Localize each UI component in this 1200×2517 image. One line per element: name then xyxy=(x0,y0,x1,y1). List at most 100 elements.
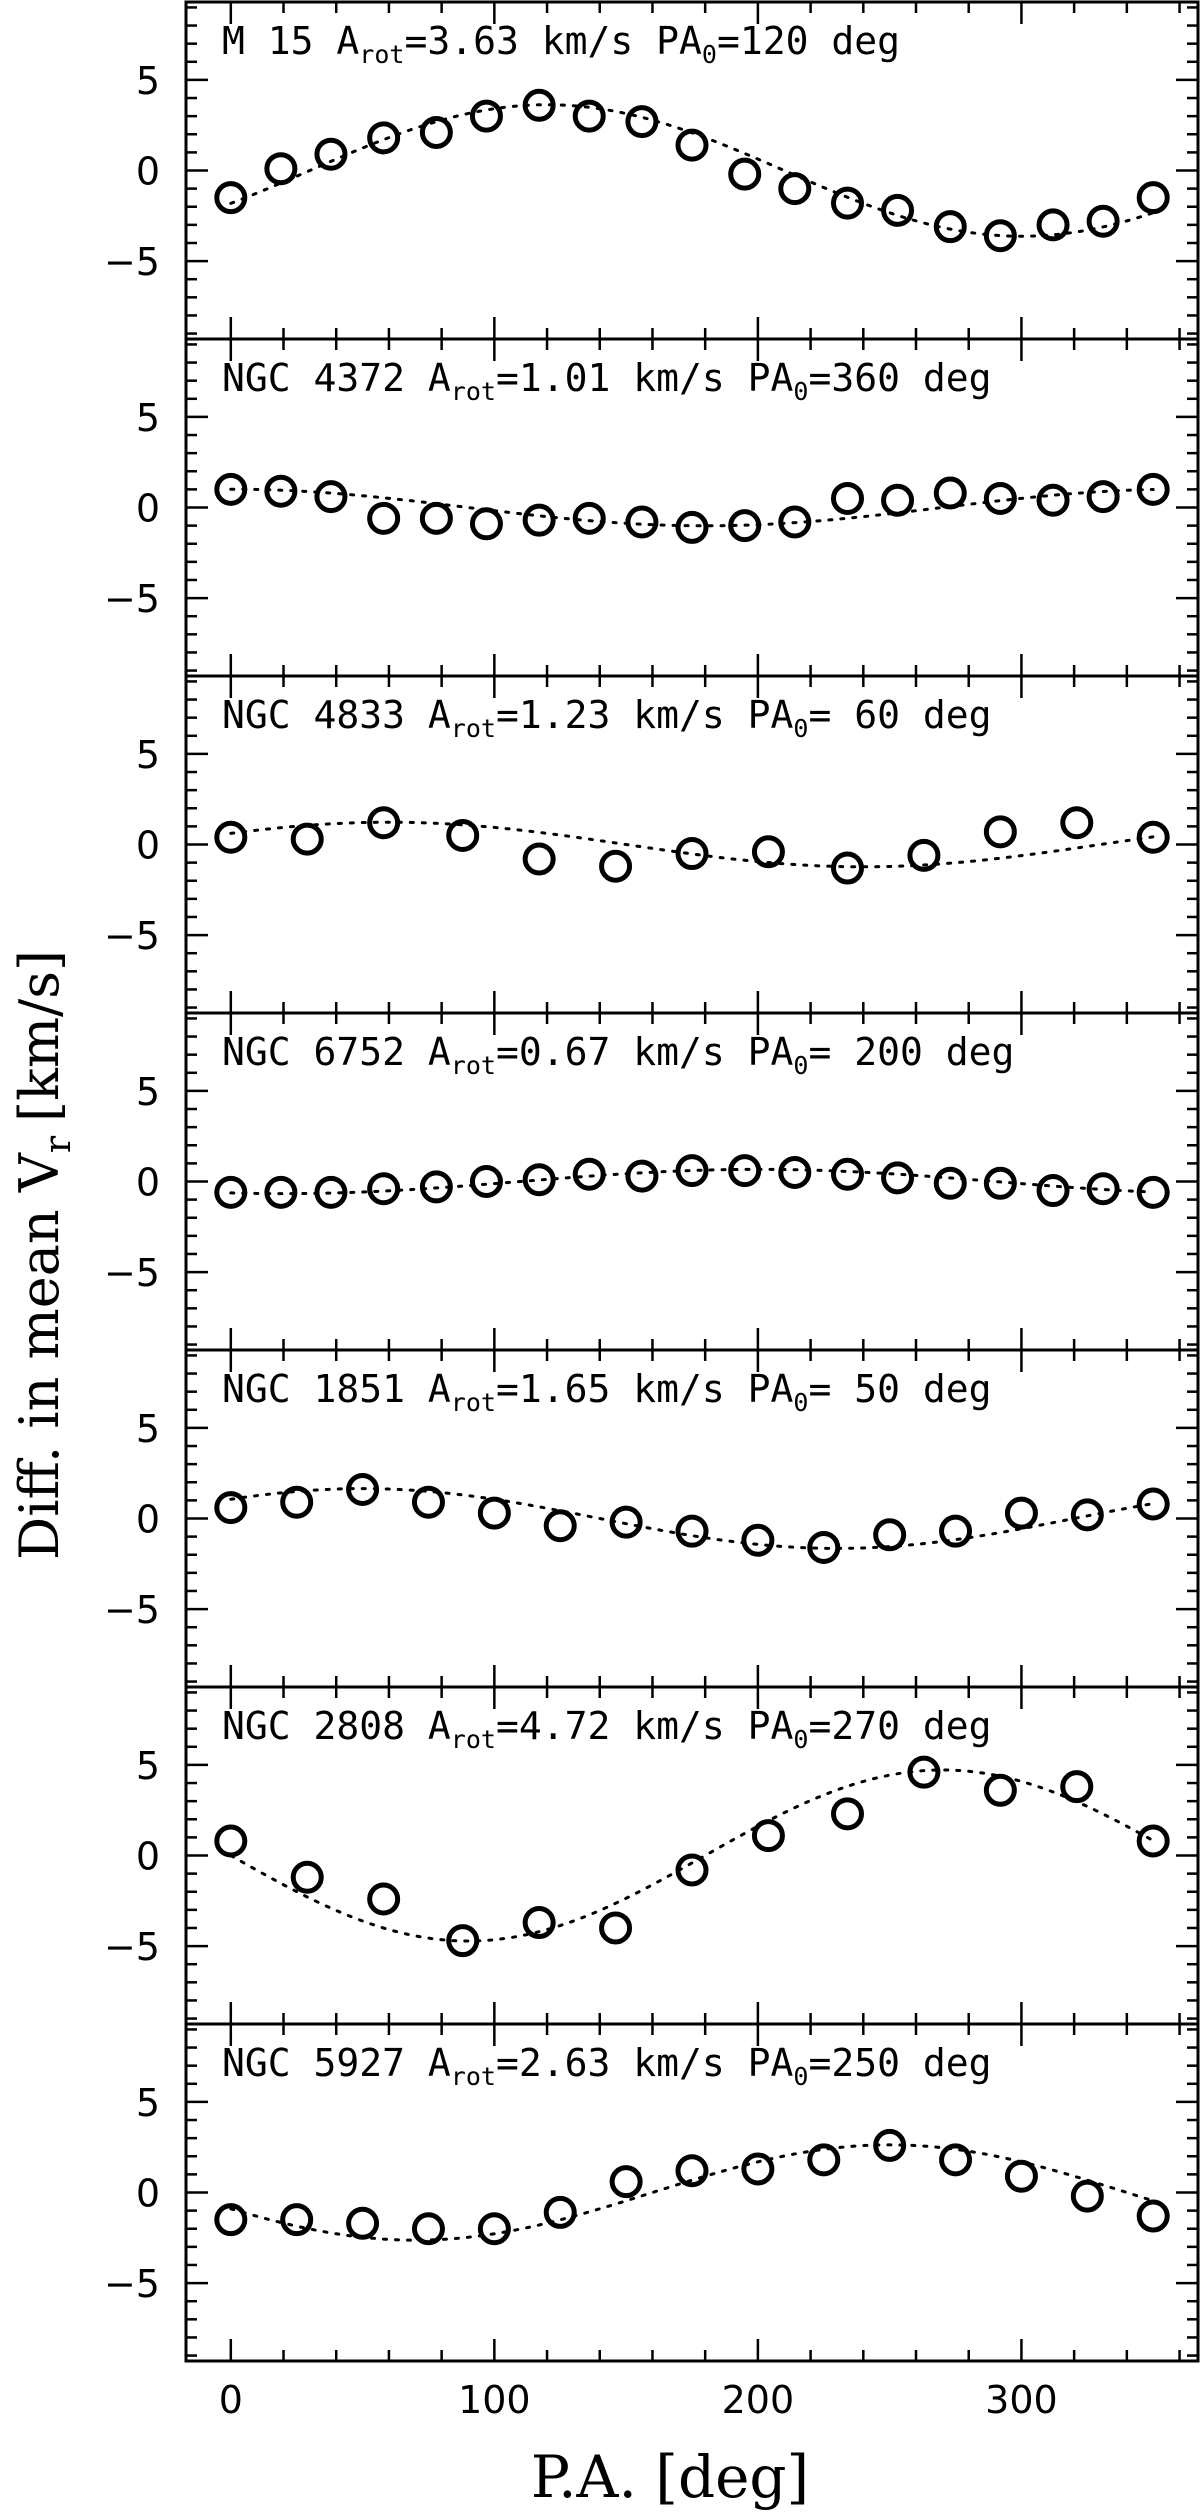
pa-symbol: PA xyxy=(748,356,794,400)
data-point xyxy=(675,837,709,871)
data-point xyxy=(264,152,298,186)
data-point xyxy=(599,1911,633,1945)
cluster-name: M 15 xyxy=(222,19,336,63)
data-point xyxy=(314,137,348,171)
pa-subscript: 0 xyxy=(793,714,808,743)
y-axis-label-sub: r xyxy=(38,1135,79,1153)
y-tick-label: −5 xyxy=(104,1588,160,1632)
data-point xyxy=(214,1491,248,1525)
y-axis-label: Diff. in mean Vr [km/s] xyxy=(8,950,79,1560)
pa-value: =270 deg xyxy=(808,1704,991,1748)
amplitude-value: =3.63 km/s xyxy=(404,19,656,63)
y-tick-label: −5 xyxy=(104,1925,160,1969)
data-point xyxy=(983,481,1017,515)
data-point xyxy=(881,483,915,517)
pa-value: = 50 deg xyxy=(808,1367,991,1411)
data-point xyxy=(346,1473,380,1507)
data-point xyxy=(778,505,812,539)
amplitude-symbol: A xyxy=(428,1030,451,1074)
amplitude-value: =1.65 km/s xyxy=(496,1367,748,1411)
x-axis-label: P.A. [deg] xyxy=(531,2443,809,2511)
y-tick-label: −5 xyxy=(104,577,160,621)
data-point xyxy=(983,219,1017,253)
data-point xyxy=(1070,1498,1104,1532)
data-point xyxy=(411,2212,445,2246)
data-point xyxy=(264,474,298,508)
data-point xyxy=(675,1853,709,1887)
pa-subscript: 0 xyxy=(793,1051,808,1080)
y-tick-label: 0 xyxy=(136,1498,160,1542)
data-point xyxy=(881,1161,915,1195)
data-point xyxy=(477,2212,511,2246)
model-curve xyxy=(229,103,1155,238)
data-point xyxy=(214,1175,248,1209)
panels-group: 50−5M 15 Arot=3.63 km/s PA0=120 deg50−5N… xyxy=(104,0,1200,2363)
y-axis-label-main: Diff. in mean V xyxy=(8,1152,71,1560)
y-tick-label: −5 xyxy=(104,240,160,284)
data-point xyxy=(933,476,967,510)
data-point xyxy=(675,2154,709,2188)
data-point xyxy=(675,1154,709,1188)
amplitude-value: =1.01 km/s xyxy=(496,356,748,400)
amplitude-value: =2.63 km/s xyxy=(496,2041,748,2085)
data-point xyxy=(572,501,606,535)
data-point xyxy=(367,121,401,155)
amplitude-subscript: rot xyxy=(451,714,496,743)
amplitude-value: =1.23 km/s xyxy=(496,693,748,737)
data-point xyxy=(469,99,503,133)
data-point xyxy=(807,1530,841,1564)
pa-symbol: PA xyxy=(748,1030,794,1074)
data-point xyxy=(933,1166,967,1200)
data-point xyxy=(522,842,556,876)
y-axis-label-unit: [km/s] xyxy=(8,950,71,1122)
y-tick-label: 5 xyxy=(136,1407,160,1451)
data-point xyxy=(625,505,659,539)
data-point xyxy=(1086,204,1120,238)
x-tick-label: 0 xyxy=(219,2378,243,2422)
data-point xyxy=(346,2206,380,2240)
amplitude-subscript: rot xyxy=(451,1051,496,1080)
data-point xyxy=(469,1165,503,1198)
data-point xyxy=(907,838,941,872)
data-point xyxy=(572,1157,606,1191)
y-tick-label: 5 xyxy=(136,733,160,777)
y-tick-label: 5 xyxy=(136,59,160,103)
data-point xyxy=(830,851,864,885)
cluster-name: NGC 5927 xyxy=(222,2041,428,2085)
data-point xyxy=(367,501,401,535)
data-point xyxy=(1004,2159,1038,2193)
pa-value: =250 deg xyxy=(808,2041,991,2085)
data-point xyxy=(1036,483,1070,517)
data-point xyxy=(214,1824,248,1858)
model-curve xyxy=(229,487,1155,528)
data-point xyxy=(367,806,401,840)
data-point xyxy=(1086,480,1120,514)
y-tick-label: −5 xyxy=(104,914,160,958)
pa-symbol: PA xyxy=(748,2041,794,2085)
data-point xyxy=(1036,1174,1070,1208)
panel-title: NGC 4833 Arot=1.23 km/s PA0= 60 deg xyxy=(222,693,991,743)
model-curve xyxy=(229,1768,1155,1943)
panel-title: NGC 5927 Arot=2.63 km/s PA0=250 deg xyxy=(222,2041,991,2091)
data-point xyxy=(522,88,556,122)
data-point xyxy=(675,128,709,162)
data-point xyxy=(983,815,1017,849)
model-curve xyxy=(229,1167,1155,1196)
data-point xyxy=(280,1485,314,1519)
pa-subscript: 0 xyxy=(793,1725,808,1754)
y-tick-label: 5 xyxy=(136,396,160,440)
data-point xyxy=(751,1819,785,1853)
data-point xyxy=(411,1485,445,1519)
data-point xyxy=(543,1509,577,1543)
pa-subscript: 0 xyxy=(793,2062,808,2091)
data-point xyxy=(280,2203,314,2237)
data-point xyxy=(609,1505,643,1539)
y-tick-label: 0 xyxy=(136,2172,160,2216)
pa-subscript: 0 xyxy=(702,40,717,69)
data-point xyxy=(873,1518,907,1552)
amplitude-subscript: rot xyxy=(359,40,404,69)
data-point xyxy=(609,2165,643,2199)
